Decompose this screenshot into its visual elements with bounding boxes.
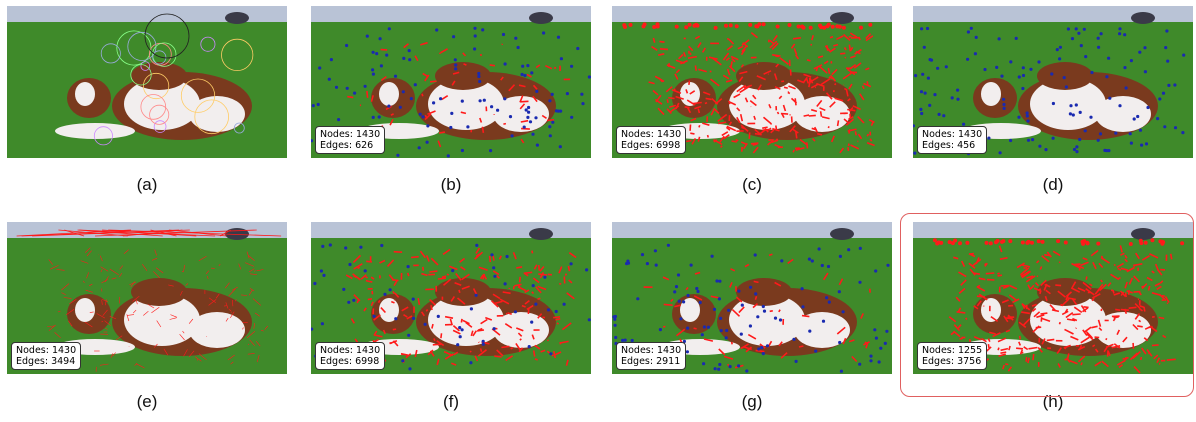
panel-g: Nodes: 1430 Edges: 2911 <box>612 222 892 374</box>
edges-count: Edges: 6998 <box>320 356 380 367</box>
stats-label: Nodes: 1430 Edges: 2911 <box>616 342 687 370</box>
edges-count: Edges: 6998 <box>621 140 681 151</box>
stats-label: Nodes: 1430 Edges: 626 <box>315 126 386 154</box>
edges-count: Edges: 3756 <box>922 356 982 367</box>
panel-f: Nodes: 1430 Edges: 6998 <box>311 222 591 374</box>
panel-a <box>7 6 287 158</box>
stats-label: Nodes: 1430 Edges: 3494 <box>11 342 82 370</box>
panel-e: Nodes: 1430 Edges: 3494 <box>7 222 287 374</box>
nodes-count: Nodes: 1430 <box>621 345 682 356</box>
edges-count: Edges: 3494 <box>16 356 76 367</box>
stats-label: Nodes: 1430 Edges: 456 <box>917 126 988 154</box>
panel-caption: (f) <box>442 392 460 411</box>
nodes-count: Nodes: 1430 <box>922 129 983 140</box>
panel-caption: (a) <box>136 175 158 194</box>
nodes-count: Nodes: 1430 <box>320 129 381 140</box>
panel-caption: (e) <box>136 392 158 411</box>
stats-label: Nodes: 1430 Edges: 6998 <box>315 342 386 370</box>
nodes-count: Nodes: 1430 <box>621 129 682 140</box>
edges-count: Edges: 626 <box>320 140 374 151</box>
stats-label: Nodes: 1430 Edges: 6998 <box>616 126 687 154</box>
panel-caption: (d) <box>1042 175 1064 194</box>
highlight-box <box>900 213 1194 397</box>
nodes-count: Nodes: 1255 <box>922 345 983 356</box>
panel-d: Nodes: 1430 Edges: 456 <box>913 6 1193 158</box>
panel-b: Nodes: 1430 Edges: 626 <box>311 6 591 158</box>
nodes-count: Nodes: 1430 <box>16 345 77 356</box>
edges-count: Edges: 2911 <box>621 356 681 367</box>
stats-label: Nodes: 1255 Edges: 3756 <box>917 342 988 370</box>
panel-caption: (g) <box>741 392 763 411</box>
panel-h: Nodes: 1255 Edges: 3756 <box>913 222 1193 374</box>
panel-caption: (b) <box>440 175 462 194</box>
edges-count: Edges: 456 <box>922 140 976 151</box>
nodes-count: Nodes: 1430 <box>320 345 381 356</box>
panel-caption: (c) <box>742 175 762 194</box>
panel-c: Nodes: 1430 Edges: 6998 <box>612 6 892 158</box>
